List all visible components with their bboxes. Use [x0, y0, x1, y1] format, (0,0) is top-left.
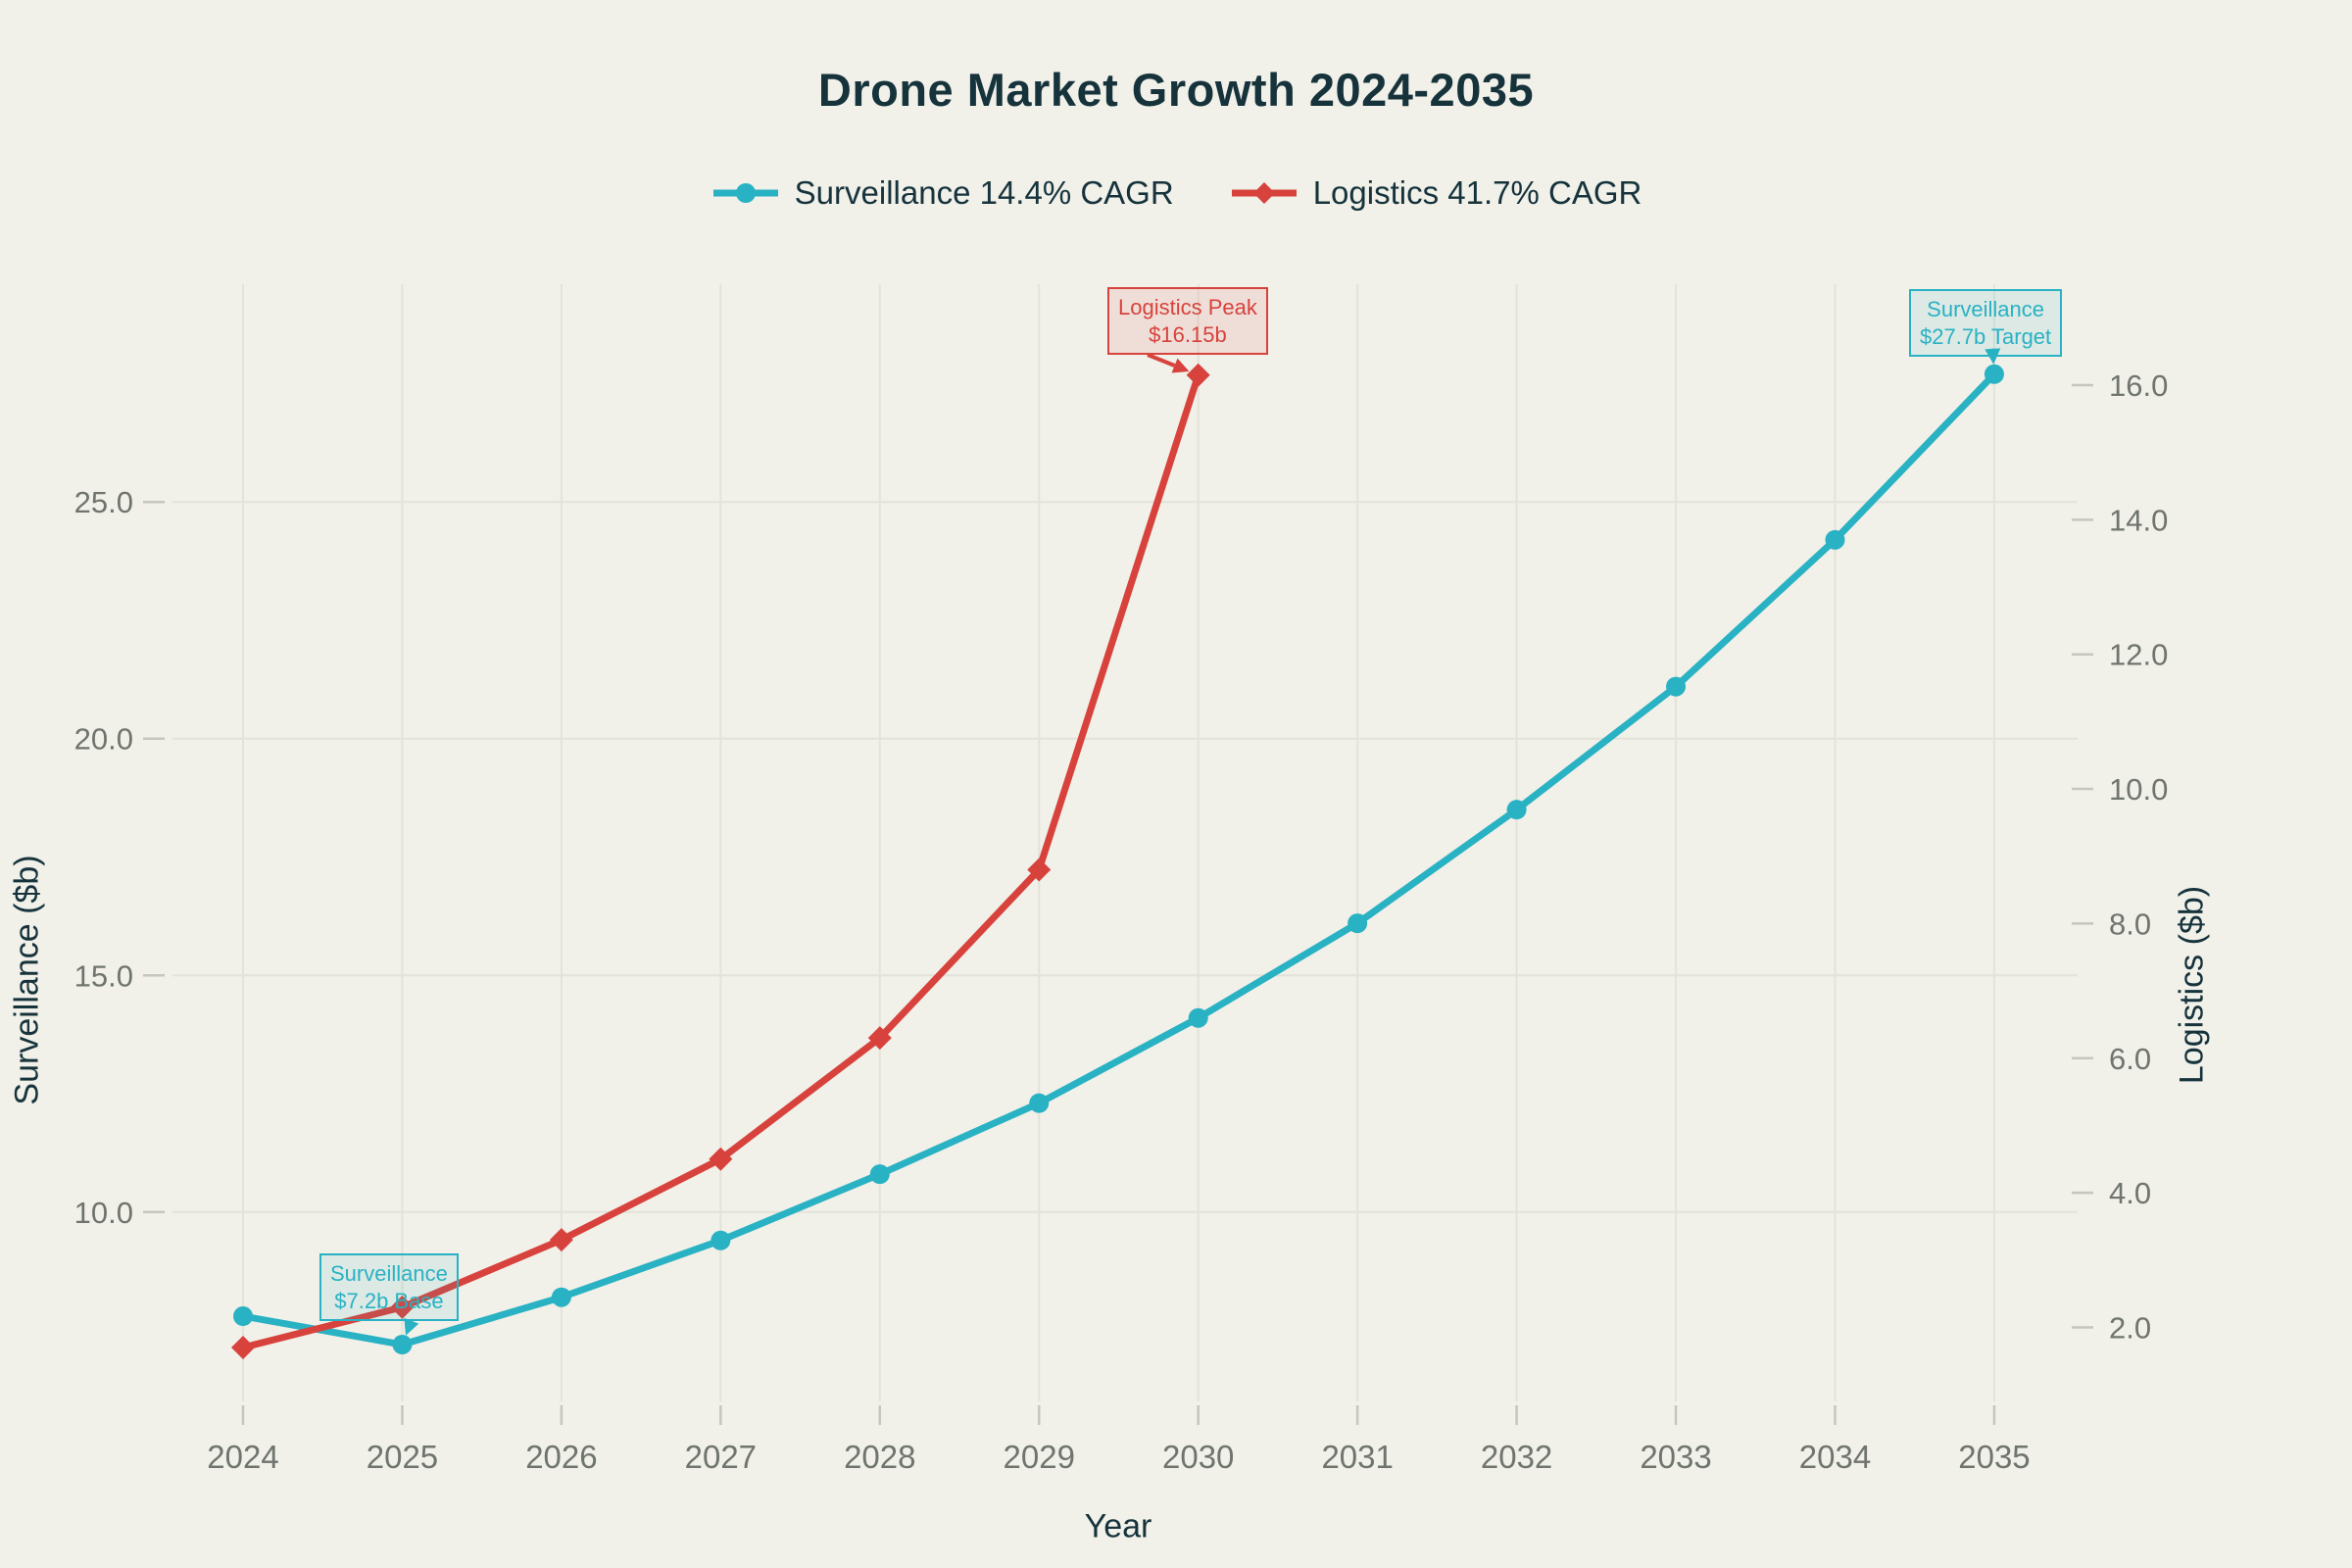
legend-label-surveillance: Surveillance 14.4% CAGR	[794, 174, 1174, 211]
svg-text:6.0: 6.0	[2109, 1042, 2151, 1076]
x-axis-title: Year	[1084, 1507, 1152, 1545]
chart-title: Drone Market Growth 2024-2035	[817, 64, 1535, 116]
svg-text:12.0: 12.0	[2109, 638, 2168, 672]
svg-text:2.0: 2.0	[2109, 1310, 2151, 1345]
svg-text:2024: 2024	[207, 1439, 278, 1475]
svg-text:2026: 2026	[525, 1439, 597, 1475]
svg-text:2025: 2025	[367, 1439, 438, 1475]
annotation-text: Surveillance	[330, 1261, 448, 1286]
svg-text:20.0: 20.0	[74, 722, 133, 757]
legend-label-logistics: Logistics 41.7% CAGR	[1312, 174, 1642, 211]
svg-text:2030: 2030	[1162, 1439, 1234, 1475]
svg-text:2027: 2027	[685, 1439, 757, 1475]
annotation-value: $16.15b	[1149, 321, 1227, 347]
svg-text:2033: 2033	[1640, 1439, 1711, 1475]
left-axis-title: Surveillance ($b)	[8, 855, 46, 1105]
svg-text:2029: 2029	[1004, 1439, 1075, 1475]
annotation-value: $7.2b Base	[334, 1288, 444, 1313]
logistics-line-diamond-icon	[1231, 182, 1297, 204]
annotation-logistics-peak: Logistics Peak $16.15b	[1107, 287, 1268, 355]
svg-text:8.0: 8.0	[2109, 906, 2151, 941]
svg-text:10.0: 10.0	[74, 1196, 133, 1230]
svg-text:16.0: 16.0	[2109, 368, 2168, 403]
svg-text:25.0: 25.0	[74, 485, 133, 519]
legend-item-logistics[interactable]: Logistics 41.7% CAGR	[1229, 174, 1642, 212]
svg-text:2032: 2032	[1481, 1439, 1552, 1475]
annotation-text: Logistics Peak	[1118, 295, 1257, 319]
surveillance-line-circle-icon	[712, 183, 778, 203]
annotation-surveillance-target: Surveillance $27.7b Target	[1909, 289, 2063, 357]
svg-text:15.0: 15.0	[74, 958, 133, 993]
annotation-value: $27.7b Target	[1920, 323, 2052, 349]
legend: Surveillance 14.4% CAGR Logistics 41.7% …	[0, 174, 2352, 212]
svg-text:2035: 2035	[1958, 1439, 2030, 1475]
right-axis-title: Logistics ($b)	[2173, 885, 2211, 1085]
svg-text:2034: 2034	[1799, 1439, 1871, 1475]
svg-text:10.0: 10.0	[2109, 772, 2168, 807]
svg-text:2031: 2031	[1321, 1439, 1393, 1475]
svg-text:4.0: 4.0	[2109, 1176, 2151, 1210]
svg-text:2028: 2028	[844, 1439, 915, 1475]
annotation-surveillance-base: Surveillance $7.2b Base	[319, 1253, 459, 1321]
annotation-text: Surveillance	[1927, 297, 2044, 321]
svg-text:14.0: 14.0	[2109, 503, 2168, 537]
legend-item-surveillance[interactable]: Surveillance 14.4% CAGR	[710, 174, 1174, 212]
